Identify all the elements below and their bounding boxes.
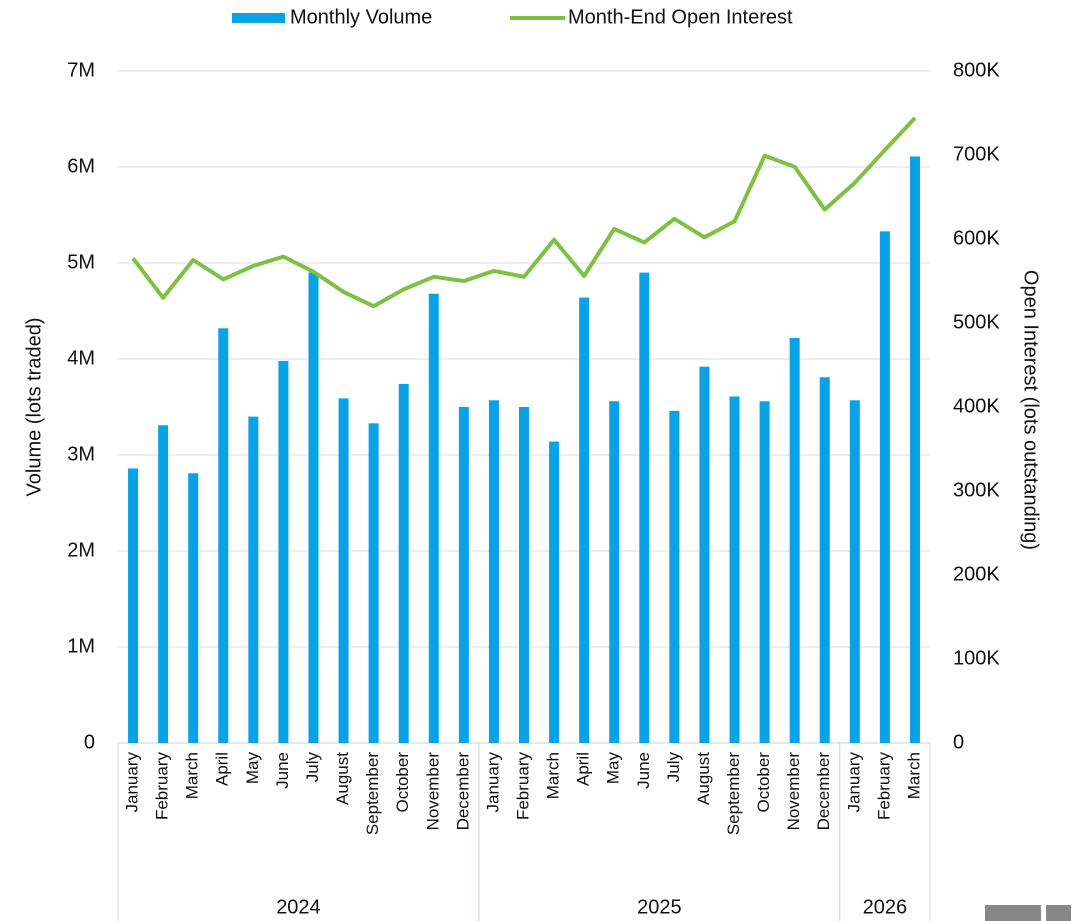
y2-tick-label: 0 bbox=[953, 731, 964, 753]
y-tick-label: 1M bbox=[67, 635, 95, 657]
bar bbox=[248, 416, 259, 743]
x-tick-label: December bbox=[453, 752, 472, 831]
bar bbox=[519, 407, 529, 743]
bar bbox=[669, 410, 680, 743]
x-tick-label: November bbox=[423, 752, 442, 831]
y2-axis-title: Open Interest (lots outstanding) bbox=[1020, 270, 1042, 550]
y-tick-label: 3M bbox=[67, 443, 95, 465]
x-tick-label: April bbox=[213, 752, 232, 786]
bar bbox=[308, 272, 319, 743]
bar bbox=[158, 425, 169, 743]
corner-widget bbox=[1046, 905, 1071, 921]
x-tick-label: March bbox=[544, 752, 563, 799]
legend-swatch bbox=[232, 13, 285, 23]
bar bbox=[398, 383, 409, 743]
x-tick-label: October bbox=[754, 752, 773, 813]
y2-tick-label: 700K bbox=[953, 143, 1000, 165]
x-tick-label: December bbox=[814, 752, 833, 831]
x-tick-label: February bbox=[513, 752, 532, 821]
x-tick-label: February bbox=[153, 752, 172, 821]
bar bbox=[218, 328, 229, 743]
bar bbox=[368, 423, 379, 743]
bar bbox=[639, 272, 650, 743]
x-tick-label: March bbox=[183, 752, 202, 799]
x-tick-label: June bbox=[634, 752, 653, 789]
y-axis-title: Volume (lots traded) bbox=[23, 318, 45, 497]
group-label: 2026 bbox=[863, 896, 908, 918]
line bbox=[131, 116, 917, 309]
y-tick-label: 0 bbox=[84, 731, 95, 753]
group-label: 2025 bbox=[637, 896, 682, 918]
y-tick-label: 5M bbox=[67, 251, 95, 273]
x-tick-label: April bbox=[574, 752, 593, 786]
x-tick-label: May bbox=[604, 752, 623, 785]
x-tick-label: July bbox=[664, 752, 683, 783]
x-tick-label: November bbox=[784, 752, 803, 831]
y2-tick-label: 200K bbox=[953, 563, 1000, 585]
y2-tick-label: 100K bbox=[953, 647, 1000, 669]
bar bbox=[549, 441, 560, 743]
legend-label: Month-End Open Interest bbox=[568, 6, 793, 28]
bar bbox=[789, 337, 800, 743]
x-tick-label: May bbox=[243, 752, 262, 785]
x-tick-label: August bbox=[333, 752, 352, 805]
y2-tick-label: 600K bbox=[953, 227, 1000, 249]
x-tick-label: February bbox=[874, 752, 893, 821]
corner-widget bbox=[985, 905, 1041, 921]
y-tick-label: 4M bbox=[67, 347, 95, 369]
x-tick-label: January bbox=[123, 752, 142, 813]
x-tick-label: August bbox=[694, 752, 713, 805]
bar bbox=[909, 156, 920, 743]
bar bbox=[759, 401, 770, 743]
bar bbox=[458, 407, 469, 743]
y-tick-label: 7M bbox=[67, 59, 95, 81]
bar bbox=[128, 468, 139, 743]
bar bbox=[579, 297, 590, 743]
bar bbox=[278, 360, 289, 743]
bar bbox=[338, 398, 349, 743]
x-tick-label: October bbox=[393, 752, 412, 813]
x-tick-label: September bbox=[363, 752, 382, 835]
x-tick-label: September bbox=[724, 752, 743, 835]
y2-tick-label: 500K bbox=[953, 311, 1000, 333]
bar bbox=[699, 366, 710, 743]
bar bbox=[729, 396, 740, 743]
x-tick-label: January bbox=[483, 752, 502, 813]
bar bbox=[819, 377, 830, 743]
bar bbox=[879, 231, 890, 743]
y2-tick-label: 400K bbox=[953, 395, 1000, 417]
x-tick-label: March bbox=[904, 752, 923, 799]
group-label: 2024 bbox=[276, 896, 321, 918]
legend-label: Monthly Volume bbox=[290, 6, 432, 28]
bar bbox=[188, 473, 199, 743]
y-tick-label: 2M bbox=[67, 539, 95, 561]
x-tick-label: June bbox=[273, 752, 292, 789]
y-tick-label: 6M bbox=[67, 155, 95, 177]
bar bbox=[609, 401, 620, 743]
y2-tick-label: 800K bbox=[953, 59, 1000, 81]
bar bbox=[849, 400, 860, 743]
x-tick-label: January bbox=[844, 752, 863, 813]
x-tick-label: July bbox=[303, 752, 322, 783]
bar bbox=[488, 400, 499, 743]
bar bbox=[428, 293, 439, 743]
y2-tick-label: 300K bbox=[953, 479, 1000, 501]
